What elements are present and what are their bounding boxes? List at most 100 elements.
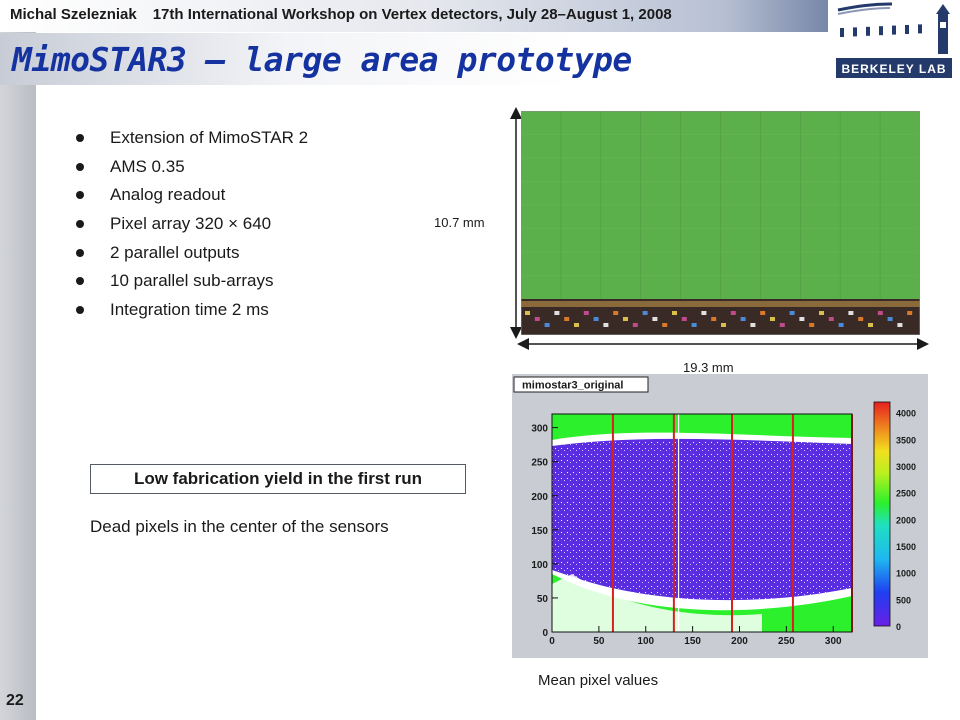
logo-tower-window bbox=[940, 22, 946, 28]
plot-x-axis: 0 50 100 150 200 250 300 bbox=[549, 626, 842, 647]
bullet-text: 10 parallel sub-arrays bbox=[110, 271, 274, 291]
bullet-item: Extension of MimoSTAR 2 bbox=[76, 124, 308, 153]
bullet-list: Extension of MimoSTAR 2 AMS 0.35 Analog … bbox=[76, 124, 308, 325]
logo-text: BERKELEY LAB bbox=[841, 62, 946, 76]
logo-nameplate bbox=[836, 58, 952, 78]
chip-readout-pads bbox=[525, 311, 913, 327]
chip-pad bbox=[907, 311, 913, 315]
chip-pad bbox=[789, 311, 795, 315]
chip-layout-image bbox=[521, 111, 920, 335]
slide-title: MimoSTAR3 – large area prototype bbox=[12, 40, 632, 79]
chip-pad bbox=[623, 317, 628, 321]
chip-grid-lines bbox=[521, 111, 920, 299]
chip-pad bbox=[632, 323, 638, 327]
chip-pad bbox=[799, 317, 805, 321]
logo-swoosh bbox=[837, 2, 893, 12]
chip-pad bbox=[858, 317, 864, 321]
y-tick-label: 100 bbox=[531, 560, 548, 571]
plot-y-axis: 0 50 100 150 200 250 300 bbox=[531, 424, 558, 639]
chip-pad bbox=[730, 311, 736, 315]
chip-pad bbox=[887, 317, 893, 321]
bullet-text: AMS 0.35 bbox=[110, 156, 185, 176]
berkeley-lab-logo: BERKELEY LAB bbox=[828, 0, 960, 88]
logo-pillar bbox=[866, 26, 870, 36]
plot-area-border bbox=[551, 413, 853, 633]
plot-color-scale bbox=[873, 401, 891, 627]
left-sidebar-bar bbox=[0, 0, 36, 720]
plot-title: mimostar3_original bbox=[522, 380, 623, 392]
x-tick-label: 100 bbox=[637, 636, 654, 647]
color-scale-tick-label: 4000 bbox=[896, 409, 916, 419]
color-scale-tick-label: 0 bbox=[896, 622, 901, 632]
logo-tower-spire bbox=[936, 4, 950, 14]
chip-pad bbox=[809, 323, 815, 327]
header-author: Michal Szelezniak bbox=[10, 6, 137, 23]
bullet-dot bbox=[76, 277, 84, 286]
chip-height-label: 10.7 mm bbox=[434, 215, 485, 230]
logo-pillar bbox=[918, 24, 922, 34]
logo-tower bbox=[938, 14, 948, 54]
chip-pad bbox=[877, 311, 883, 315]
chip-pad bbox=[770, 317, 775, 321]
chip-pad bbox=[642, 311, 648, 315]
bullet-item: Integration time 2 ms bbox=[76, 296, 308, 325]
header-text: Michal Szelezniak 17th International Work… bbox=[10, 6, 672, 23]
y-tick-label: 200 bbox=[531, 492, 548, 503]
logo-pillar bbox=[879, 26, 883, 36]
chip-pad bbox=[593, 317, 599, 321]
bullet-text: Extension of MimoSTAR 2 bbox=[110, 128, 309, 147]
header-event: 17th International Workshop on Vertex de… bbox=[152, 6, 672, 23]
chip-pad bbox=[897, 323, 903, 327]
chip-pad bbox=[583, 311, 589, 315]
dead-pixels-text: Dead pixels in the center of the sensors bbox=[90, 517, 389, 536]
chip-dimension-arrows bbox=[510, 107, 929, 350]
bullet-text: Pixel array 320 × 640 bbox=[110, 214, 272, 234]
chip-pad bbox=[701, 311, 707, 315]
plot-bright-bottom bbox=[552, 574, 762, 632]
plot-color-scale-ticks: 0 500 1000 1500 2000 2500 3000 3500 4000 bbox=[896, 409, 916, 632]
bullet-dot bbox=[76, 134, 84, 142]
bullet-item: Pixel array 320 × 640 bbox=[76, 210, 308, 239]
chip-pad bbox=[544, 323, 550, 327]
chip-pad bbox=[691, 323, 697, 327]
y-tick-label: 300 bbox=[531, 424, 548, 435]
chip-pad bbox=[662, 323, 668, 327]
x-tick-label: 300 bbox=[825, 636, 842, 647]
bullet-item: Analog readout bbox=[76, 181, 308, 210]
chip-pad bbox=[819, 311, 824, 315]
chip-periphery-band bbox=[521, 301, 920, 307]
chip-pad bbox=[564, 317, 570, 321]
chip-pad bbox=[828, 317, 834, 321]
y-tick-label: 0 bbox=[542, 628, 548, 639]
y-tick-label: 50 bbox=[537, 594, 549, 605]
chip-pad bbox=[681, 317, 687, 321]
color-scale-tick-label: 3000 bbox=[896, 462, 916, 472]
chip-width-label: 19.3 mm bbox=[683, 360, 734, 375]
yield-callout-box: Low fabrication yield in the first run bbox=[90, 464, 466, 494]
chip-pad bbox=[779, 323, 785, 327]
y-tick-label: 250 bbox=[531, 458, 548, 469]
color-scale-tick-label: 1500 bbox=[896, 542, 916, 552]
bullet-dot bbox=[76, 162, 84, 171]
chip-pad bbox=[740, 317, 746, 321]
color-scale-tick-label: 2500 bbox=[896, 489, 916, 499]
bullet-dot bbox=[76, 248, 84, 257]
plot-dead-region bbox=[552, 438, 852, 601]
logo-pillar bbox=[905, 25, 909, 34]
x-tick-label: 200 bbox=[731, 636, 748, 647]
bullet-item: 2 parallel outputs bbox=[76, 239, 308, 268]
header-strip bbox=[0, 0, 850, 32]
x-tick-label: 150 bbox=[684, 636, 701, 647]
chip-pad bbox=[652, 317, 658, 321]
y-tick-label: 150 bbox=[531, 526, 548, 537]
bullet-dot bbox=[76, 191, 84, 200]
pixel-map-plot: mimostar3_original 0 50 100 150 200 250 300 0 5… bbox=[512, 374, 928, 658]
chip-pad bbox=[603, 323, 609, 327]
chip-pad bbox=[838, 323, 844, 327]
slide-number: 22 bbox=[6, 692, 24, 709]
logo-swoosh-light bbox=[837, 7, 891, 15]
plot-title-box bbox=[513, 376, 649, 393]
color-scale-tick-label: 1000 bbox=[896, 569, 916, 579]
x-tick-label: 50 bbox=[593, 636, 605, 647]
color-scale-tick-label: 500 bbox=[896, 595, 911, 605]
